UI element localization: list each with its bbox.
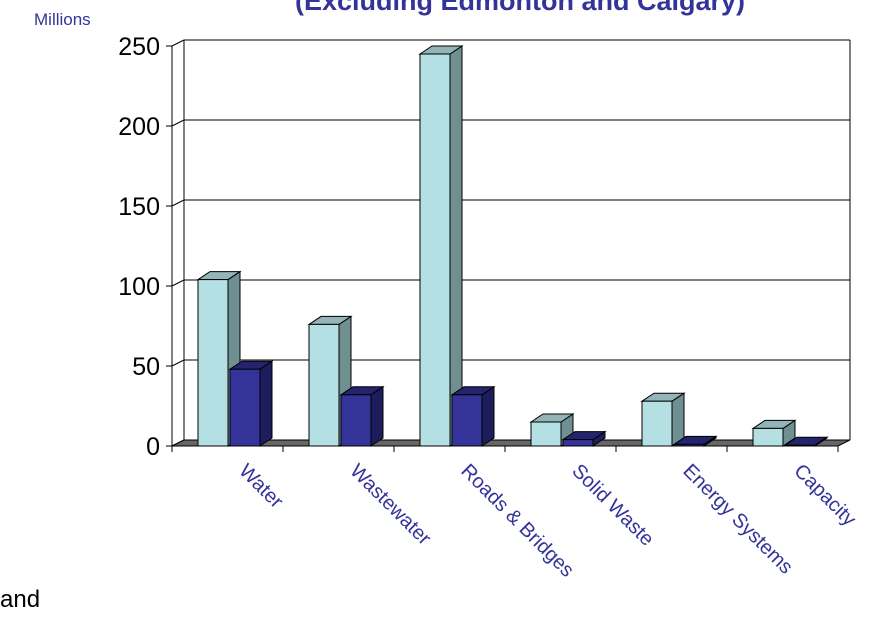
bar-side: [370, 385, 384, 447]
bar-front: [340, 394, 372, 447]
floor-plane: [171, 439, 851, 447]
x-tick-label: Wastewater: [345, 460, 435, 550]
bar-front: [673, 443, 705, 447]
x-tick-label: Roads & Bridges: [456, 460, 578, 582]
y-tick-label: 150: [118, 193, 160, 221]
bar-front: [229, 368, 261, 447]
bar-series-2: [228, 360, 274, 447]
bar-front: [530, 421, 562, 447]
bar-front: [308, 323, 340, 447]
y-axis-unit-label: Millions: [34, 10, 91, 29]
gridline-side: [171, 279, 185, 287]
bar-series-1: [418, 45, 464, 447]
y-tick-label: 50: [132, 353, 160, 381]
chart-floor: [171, 439, 851, 447]
bar-front: [641, 400, 673, 447]
x-tick-label: Water: [234, 460, 287, 513]
y-tick-label: 0: [146, 433, 160, 461]
y-tick-label: 100: [118, 273, 160, 301]
x-tick-label: Energy Systems: [678, 460, 797, 579]
bars: [196, 45, 829, 447]
bar-series-2: [339, 385, 385, 447]
grid-lines: [171, 39, 851, 447]
y-tick-label: 200: [118, 113, 160, 141]
bar-front: [562, 439, 594, 447]
bar-series-2: [783, 436, 829, 447]
x-tick-label: Capacity: [789, 460, 860, 531]
gridline-side: [171, 359, 185, 367]
bar-front: [419, 53, 451, 447]
bar-series-2: [450, 385, 496, 447]
gridline-side: [171, 119, 185, 127]
bar-front: [752, 427, 784, 447]
bar-front: [451, 394, 483, 447]
bar-side: [481, 385, 495, 447]
legend-text-fragment: and: [0, 586, 41, 613]
gridline-side: [171, 39, 185, 47]
bar-front: [784, 444, 816, 447]
bar-series-1: [640, 392, 686, 447]
y-tick-labels: 0 50 100 150 200 250: [118, 33, 160, 461]
bar-series-2: [672, 435, 718, 447]
bar-series-1: [196, 270, 242, 447]
bar-front: [197, 279, 229, 447]
x-tick-label: Solid Waste: [567, 460, 657, 550]
bar-side: [259, 360, 273, 447]
bar-series-2: [561, 430, 607, 447]
bar-side: [671, 392, 685, 447]
chart-title: (Excluding Edmonton and Calgary): [294, 0, 746, 16]
gridline-side: [171, 199, 185, 207]
y-tick-label: 250: [118, 33, 160, 61]
bar-side: [449, 45, 463, 447]
